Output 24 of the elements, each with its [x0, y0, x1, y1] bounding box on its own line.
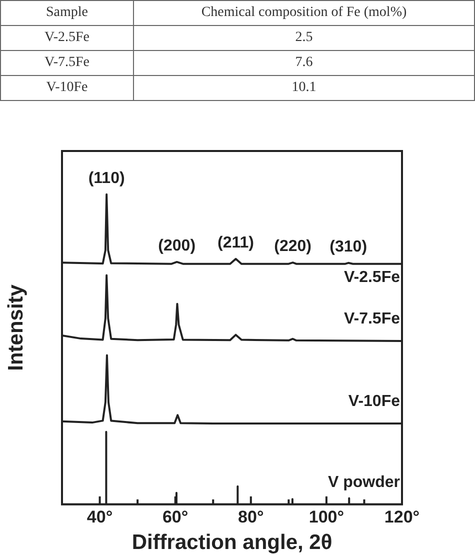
- category-label: V-2.5Fe: [0, 26, 134, 50]
- x-tick-label: 120°: [384, 507, 420, 526]
- x-tick-label: 100°: [308, 507, 344, 526]
- category-label: V-7.5Fe: [0, 50, 134, 76]
- annotation: (310): [330, 238, 368, 256]
- annotation: (211): [218, 234, 254, 252]
- series-label: V-10Fe: [348, 392, 400, 410]
- y-axis-title: Intensity: [4, 284, 28, 371]
- x-tick-label: 80°: [238, 507, 264, 526]
- x-tick-label: 40°: [86, 507, 113, 526]
- annotation: (110): [88, 170, 125, 187]
- category-label: V-10Fe: [0, 76, 134, 100]
- text: Chemical composition of Fe (mol%): [134, 0, 474, 26]
- data-label: 10.1: [134, 76, 474, 100]
- series-label: V-2.5Fe: [344, 269, 400, 286]
- series-label: V powder: [328, 474, 400, 491]
- annotation: (200): [158, 237, 196, 254]
- series-label: V-7.5Fe: [344, 310, 400, 328]
- x-axis-title: Diffraction angle, 2θ: [132, 531, 332, 554]
- data-label: 7.6: [134, 50, 474, 76]
- data-label: 2.5: [134, 26, 474, 50]
- text: Sample: [0, 0, 134, 26]
- x-tick-label: 60°: [162, 507, 188, 526]
- annotation: (220): [274, 238, 312, 256]
